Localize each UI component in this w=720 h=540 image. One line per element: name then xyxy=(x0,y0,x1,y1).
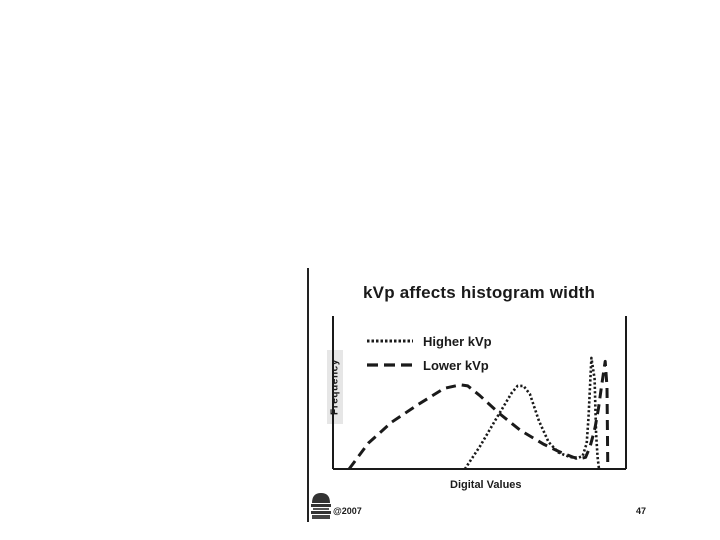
page-number: 47 xyxy=(636,506,647,516)
legend-label-higher-kvp: Higher kVp xyxy=(423,333,492,349)
x-axis-label: Digital Values xyxy=(450,479,522,491)
legend-swatch-dashed xyxy=(367,363,413,367)
legend-label-lower-kvp: Lower kVp xyxy=(423,357,489,373)
legend-item-lower-kvp: Lower kVp xyxy=(367,355,489,375)
slide-left-rule xyxy=(307,268,309,522)
series-line-lower-kvp xyxy=(347,359,610,470)
legend-item-higher-kvp: Higher kVp xyxy=(367,331,492,351)
organization-logo-icon xyxy=(311,493,331,519)
legend-swatch-dotted xyxy=(367,339,413,343)
series-line-higher-kvp xyxy=(463,356,601,470)
chart-title: kVp affects histogram width xyxy=(363,283,596,302)
y-axis-label-box: Frequency xyxy=(327,350,343,424)
copyright-text: @2007 xyxy=(333,506,362,516)
